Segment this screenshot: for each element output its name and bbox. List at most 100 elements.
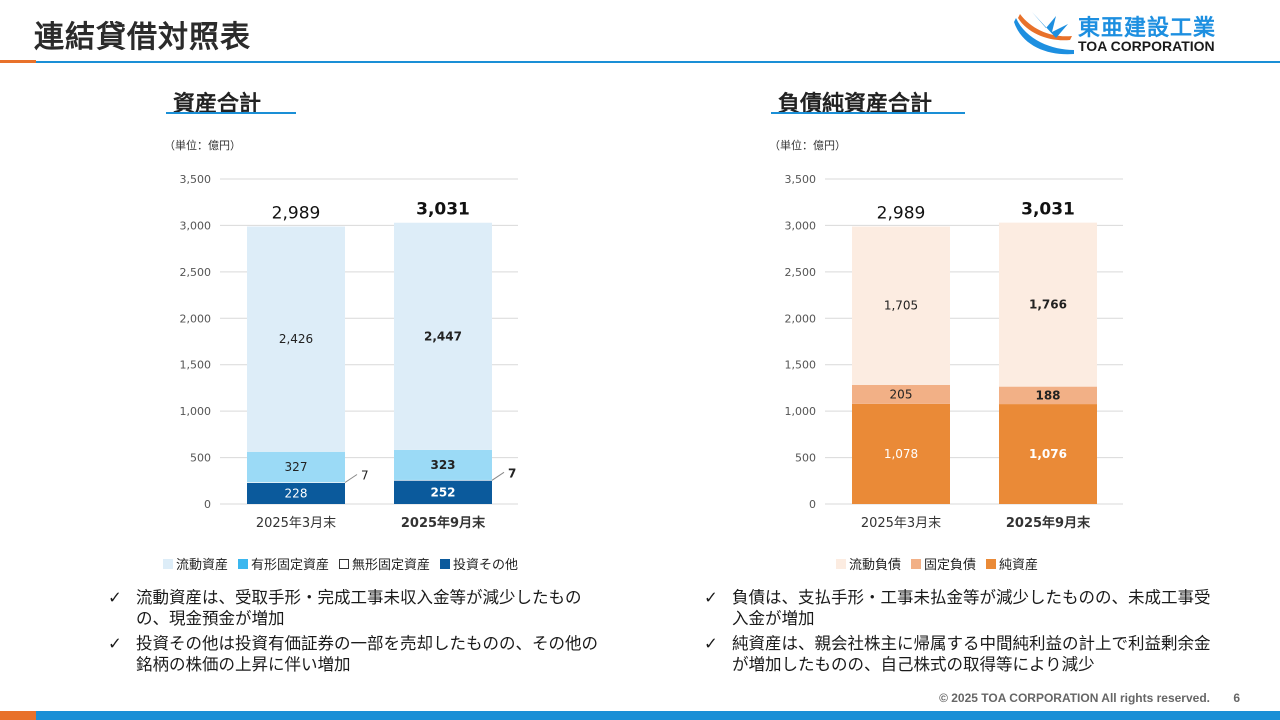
bar-segment [247, 226, 345, 452]
data-label: 327 [285, 460, 308, 474]
bar-segment [852, 384, 950, 404]
legend-label: 無形固定資産 [352, 558, 431, 573]
callout-line [491, 471, 505, 481]
note-text: 負債は、支払手形・工事未払金等が減少したものの、未成工事受入金が増加 [732, 588, 1211, 628]
legend-swatch [440, 558, 451, 569]
assets-legend: 流動資産 有形固定資産 無形固定資産 投資その他 [163, 554, 518, 573]
y-tick-label: 1,000 [785, 405, 817, 418]
y-tick-label: 500 [190, 452, 211, 465]
assets-notes: ✓ 流動資産は、受取手形・完成工事未収入金等が減少したものの、現金預金が増加 ✓… [108, 587, 598, 679]
y-tick-label: 0 [809, 498, 816, 511]
note-text: 流動資産は、受取手形・完成工事未収入金等が減少したものの、現金預金が増加 [136, 588, 582, 628]
unit-label: （単位：億円） [164, 138, 241, 152]
note-item: ✓ 流動資産は、受取手形・完成工事未収入金等が減少したものの、現金預金が増加 [108, 587, 598, 629]
data-label: 188 [1035, 388, 1060, 402]
company-logo: 東亜建設工業 TOA CORPORATION [1012, 10, 1252, 56]
legend-swatch [911, 558, 922, 569]
bar-segment [394, 480, 492, 504]
total-label: 2,989 [877, 203, 926, 223]
legend-item: 固定負債 [911, 554, 976, 573]
legend-item: 投資その他 [440, 554, 518, 573]
bar-segment [852, 226, 950, 385]
page-number: 6 [1233, 691, 1240, 705]
total-label: 3,031 [1021, 200, 1075, 220]
x-tick-label: 2025年3月末 [256, 516, 336, 531]
bar-segment [852, 403, 950, 504]
note-item: ✓ 投資その他は投資有価証券の一部を売却したものの、その他の銘柄の株価の上昇に伴… [108, 633, 598, 675]
y-tick-label: 0 [204, 498, 211, 511]
data-label: 1,705 [884, 299, 918, 313]
legend-item: 流動資産 [163, 554, 228, 573]
note-text: 純資産は、親会社株主に帰属する中間純利益の計上で利益剰余金が増加したものの、自己… [732, 634, 1211, 674]
note-item: ✓ 純資産は、親会社株主に帰属する中間純利益の計上で利益剰余金が増加したものの、… [704, 633, 1224, 675]
check-icon: ✓ [704, 634, 718, 653]
legend-swatch [163, 558, 173, 569]
check-icon: ✓ [108, 634, 122, 653]
logo-text-jp: 東亜建設工業 [1078, 16, 1217, 41]
x-tick-label: 2025年9月末 [401, 515, 486, 531]
data-label: 228 [285, 486, 308, 500]
data-label: 7 [508, 466, 516, 480]
bar-segment [394, 222, 492, 450]
data-label: 2,447 [424, 329, 462, 343]
check-icon: ✓ [704, 588, 718, 607]
legend-item: 流動負債 [836, 554, 901, 573]
y-tick-label: 1,500 [785, 359, 817, 372]
check-icon: ✓ [108, 588, 122, 607]
footer-copyright: © 2025 TOA CORPORATION All rights reserv… [939, 691, 1210, 705]
y-tick-label: 1,500 [180, 359, 212, 372]
logo-text-en: TOA CORPORATION [1078, 38, 1215, 54]
liabilities-chart: （単位：億円） 0 500 1,000 1,500 2,000 2,500 3,000 3,50… [769, 138, 1123, 531]
total-label: 2,989 [272, 203, 321, 223]
bar-segment [247, 482, 345, 504]
data-label: 1,766 [1029, 298, 1067, 312]
liabilities-section-underline [771, 112, 965, 114]
data-label: 7 [361, 469, 369, 483]
legend-item: 無形固定資産 [339, 554, 430, 573]
y-tick-label: 1,000 [180, 405, 212, 418]
logo-mark-icon [1014, 12, 1074, 55]
title-underline-accent [0, 60, 36, 63]
legend-item: 有形固定資産 [238, 554, 329, 573]
liabilities-legend: 流動負債 固定負債 純資産 [836, 554, 1038, 573]
legend-swatch [238, 558, 249, 569]
y-tick-label: 2,500 [785, 266, 817, 279]
data-label: 1,076 [1029, 447, 1067, 461]
assets-chart: （単位：億円） 0 500 1,000 1,500 2,000 2,500 3,000 3,50… [164, 138, 518, 531]
data-label: 205 [890, 387, 913, 401]
data-label: 2,426 [279, 332, 313, 346]
bar-segment [394, 479, 492, 481]
bar-segment [394, 449, 492, 480]
bar-segment [999, 404, 1097, 504]
data-label: 323 [430, 458, 455, 472]
note-item: ✓ 負債は、支払手形・工事未払金等が減少したものの、未成工事受入金が増加 [704, 587, 1224, 629]
liabilities-notes: ✓ 負債は、支払手形・工事未払金等が減少したものの、未成工事受入金が増加 ✓ 純… [704, 587, 1224, 679]
footer-bar [0, 711, 1280, 720]
legend-label: 投資その他 [453, 558, 519, 573]
x-tick-label: 2025年3月末 [861, 516, 941, 531]
y-tick-label: 3,500 [785, 173, 817, 186]
legend-swatch [339, 558, 350, 569]
legend-label: 純資産 [999, 558, 1039, 573]
bar-segment [999, 386, 1097, 405]
legend-swatch [986, 558, 997, 569]
title-underline [36, 61, 1280, 63]
y-tick-label: 2,000 [785, 312, 817, 325]
callout-line [344, 474, 358, 483]
legend-label: 流動負債 [849, 558, 902, 573]
y-tick-label: 500 [795, 452, 816, 465]
legend-label: 流動資産 [176, 558, 229, 573]
y-tick-label: 3,000 [785, 219, 817, 232]
bar-segment [999, 222, 1097, 387]
y-tick-label: 3,000 [180, 219, 212, 232]
y-tick-label: 2,500 [180, 266, 212, 279]
unit-label: （単位：億円） [769, 138, 846, 152]
page-title: 連結貸借対照表 [34, 20, 251, 55]
legend-label: 固定負債 [924, 558, 977, 573]
note-text: 投資その他は投資有価証券の一部を売却したものの、その他の銘柄の株価の上昇に伴い増… [136, 634, 598, 674]
bar-segment [247, 451, 345, 483]
bar-segment [247, 482, 345, 483]
footer-bar-accent [0, 711, 36, 720]
legend-item: 純資産 [986, 554, 1038, 573]
data-label: 252 [430, 485, 455, 499]
